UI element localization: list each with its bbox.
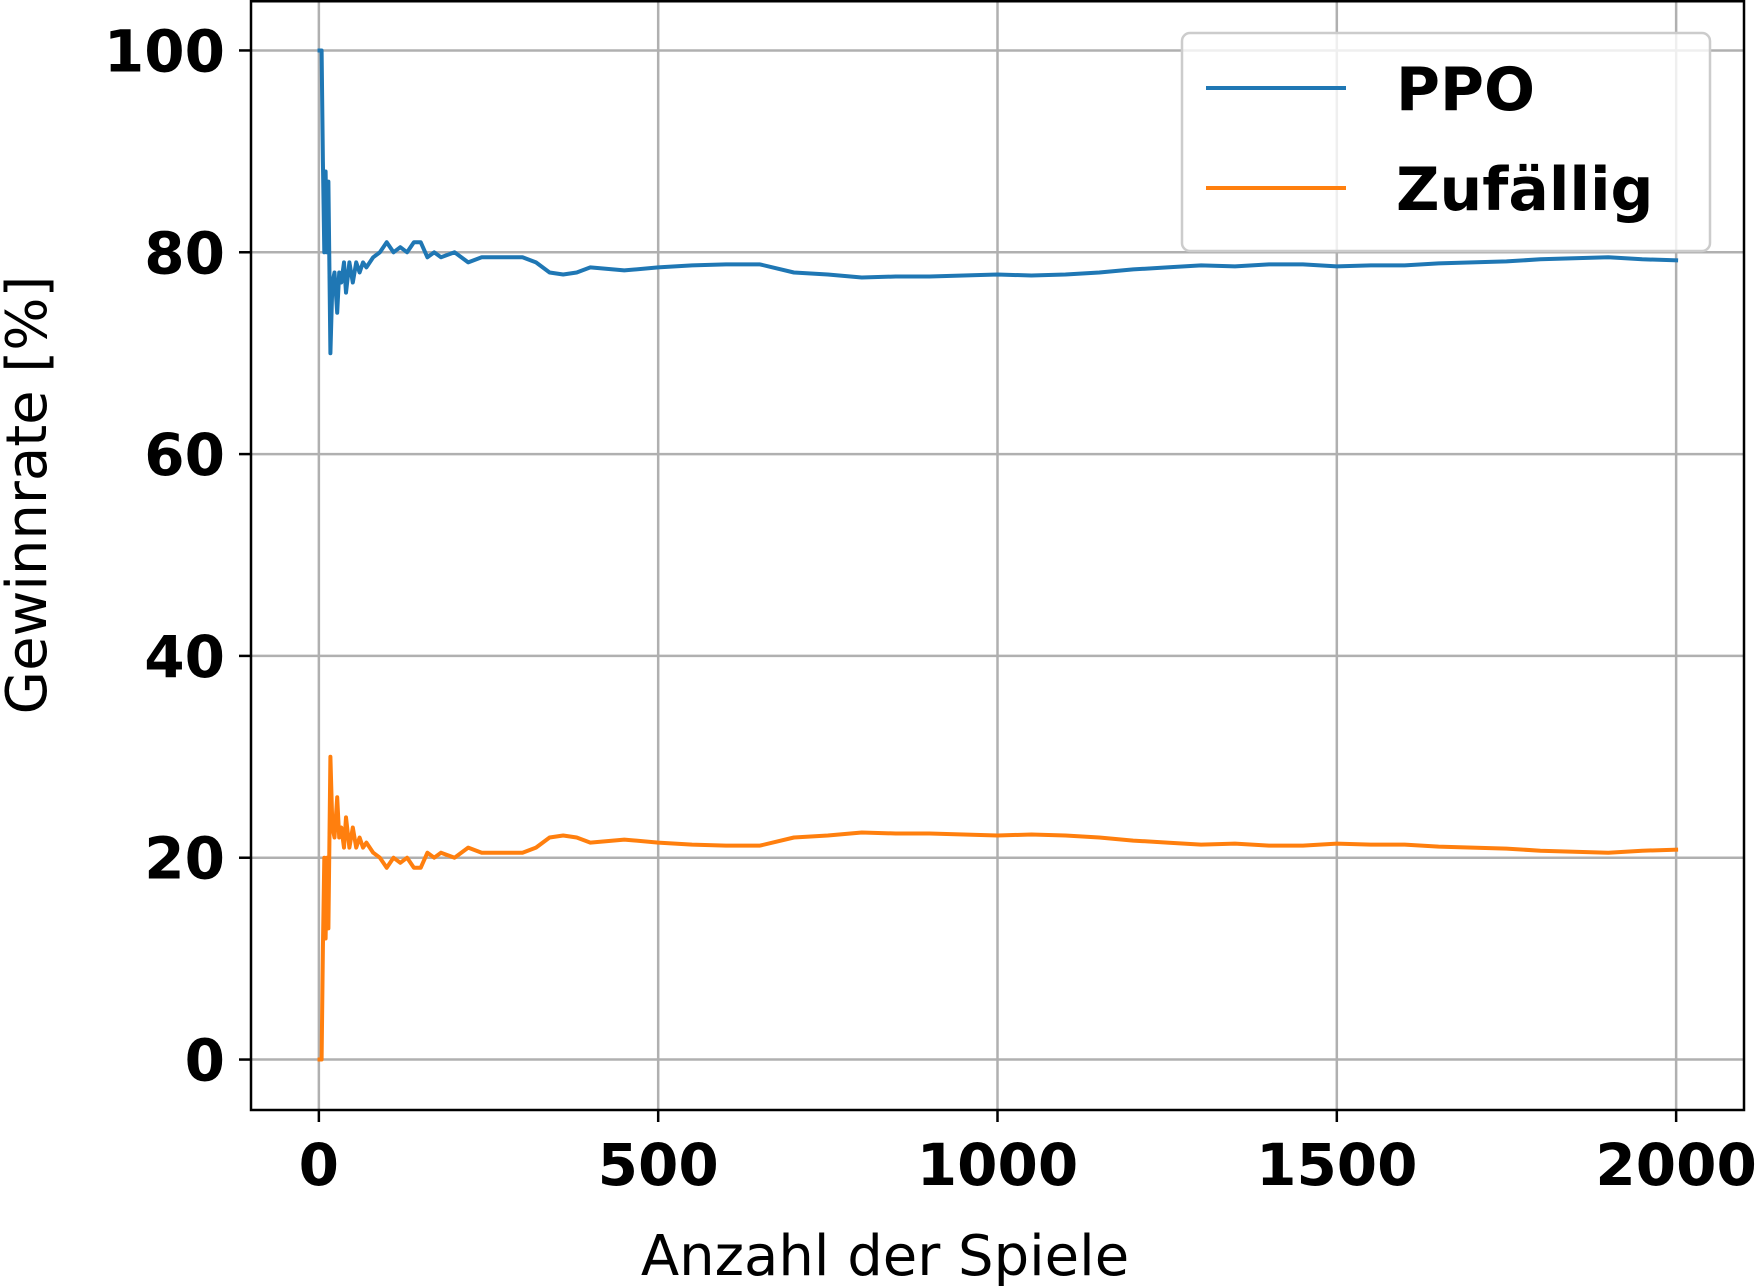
y-tick-label: 20 (144, 825, 225, 893)
series-line-ppo (317, 48, 1679, 356)
y-axis-title: Gewinnrate [%] (0, 276, 60, 715)
legend: PPO Zufällig (1180, 31, 1712, 253)
tick-labels: 0 500 1000 1500 2000 0 20 40 60 80 100 (104, 17, 1757, 1199)
y-tick-label: 60 (144, 421, 225, 489)
x-tick-label: 1000 (917, 1131, 1078, 1199)
y-tick-label: 40 (144, 623, 225, 691)
x-axis-title: Anzahl der Spiele (641, 1224, 1129, 1286)
axis-ticks (239, 49, 1678, 1122)
x-tick-label: 0 (299, 1131, 339, 1199)
legend-label-ppo: PPO (1396, 55, 1535, 125)
data-series (317, 48, 1679, 1062)
legend-label-zufaellig: Zufällig (1396, 155, 1653, 225)
y-tick-label: 100 (104, 17, 225, 85)
x-tick-label: 2000 (1595, 1131, 1756, 1199)
x-tick-label: 500 (598, 1131, 719, 1199)
y-tick-label: 0 (185, 1027, 225, 1095)
series-line-zufaellig (317, 754, 1679, 1062)
x-tick-label: 1500 (1256, 1131, 1417, 1199)
y-tick-label: 80 (144, 219, 225, 287)
